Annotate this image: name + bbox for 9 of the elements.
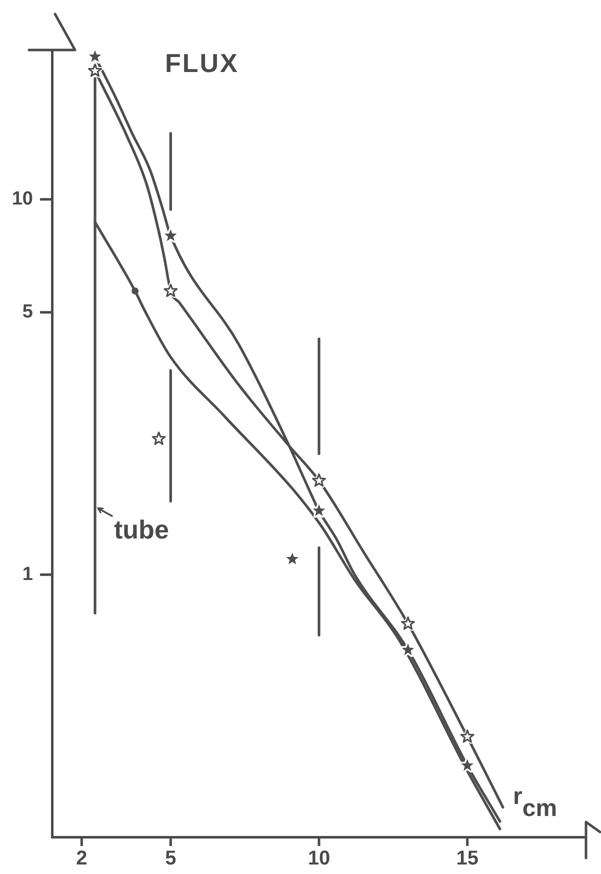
y-tick-label: 1 xyxy=(22,564,34,585)
x-tick-label: 15 xyxy=(456,848,478,870)
x-tick-label: 2 xyxy=(76,848,88,870)
y-axis-title: FLUX xyxy=(165,48,239,78)
annotation: tube xyxy=(114,514,169,545)
x-tick-label: 10 xyxy=(308,848,330,870)
y-tick-label: 10 xyxy=(12,188,33,210)
x-tick-label: 5 xyxy=(165,848,176,870)
y-tick-label: 5 xyxy=(22,302,34,323)
